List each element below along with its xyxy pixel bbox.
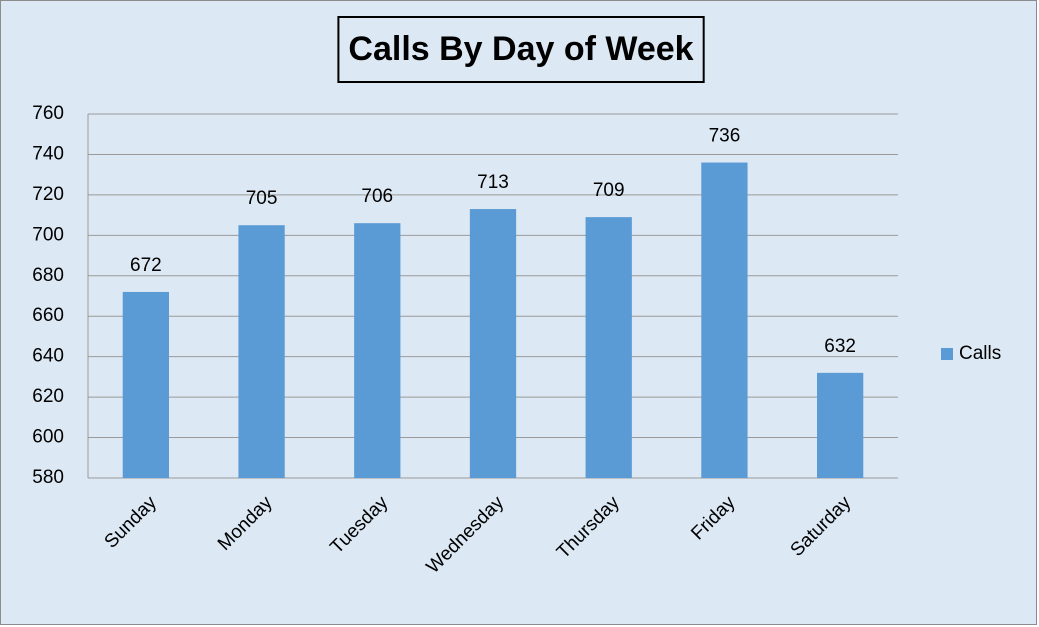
y-tick-label: 600 — [32, 427, 64, 448]
bar — [238, 225, 285, 478]
bar — [122, 291, 169, 478]
y-tick-label: 740 — [32, 143, 64, 164]
y-tick-label: 580 — [32, 467, 64, 488]
data-label: 709 — [593, 180, 625, 201]
data-label: 705 — [246, 188, 278, 209]
y-tick-label: 680 — [32, 265, 64, 286]
y-tick-label: 760 — [32, 103, 64, 124]
y-tick-label: 660 — [32, 305, 64, 326]
legend-swatch — [941, 348, 953, 360]
data-label: 736 — [709, 126, 741, 147]
bar — [701, 162, 748, 479]
bar — [469, 209, 517, 479]
legend-label: Calls — [959, 343, 1001, 364]
title-box — [337, 16, 705, 83]
bar — [585, 217, 632, 478]
data-label: 632 — [824, 336, 856, 357]
bar — [354, 223, 401, 478]
y-tick-label: 720 — [32, 184, 64, 205]
bar — [817, 372, 864, 478]
y-tick-label: 620 — [32, 386, 64, 407]
data-label: 672 — [130, 255, 162, 276]
chart-title: Calls By Day of Week — [348, 30, 693, 68]
data-label: 706 — [361, 186, 393, 207]
data-label: 713 — [477, 172, 509, 193]
y-tick-label: 700 — [32, 224, 64, 245]
y-tick-label: 640 — [32, 346, 64, 367]
